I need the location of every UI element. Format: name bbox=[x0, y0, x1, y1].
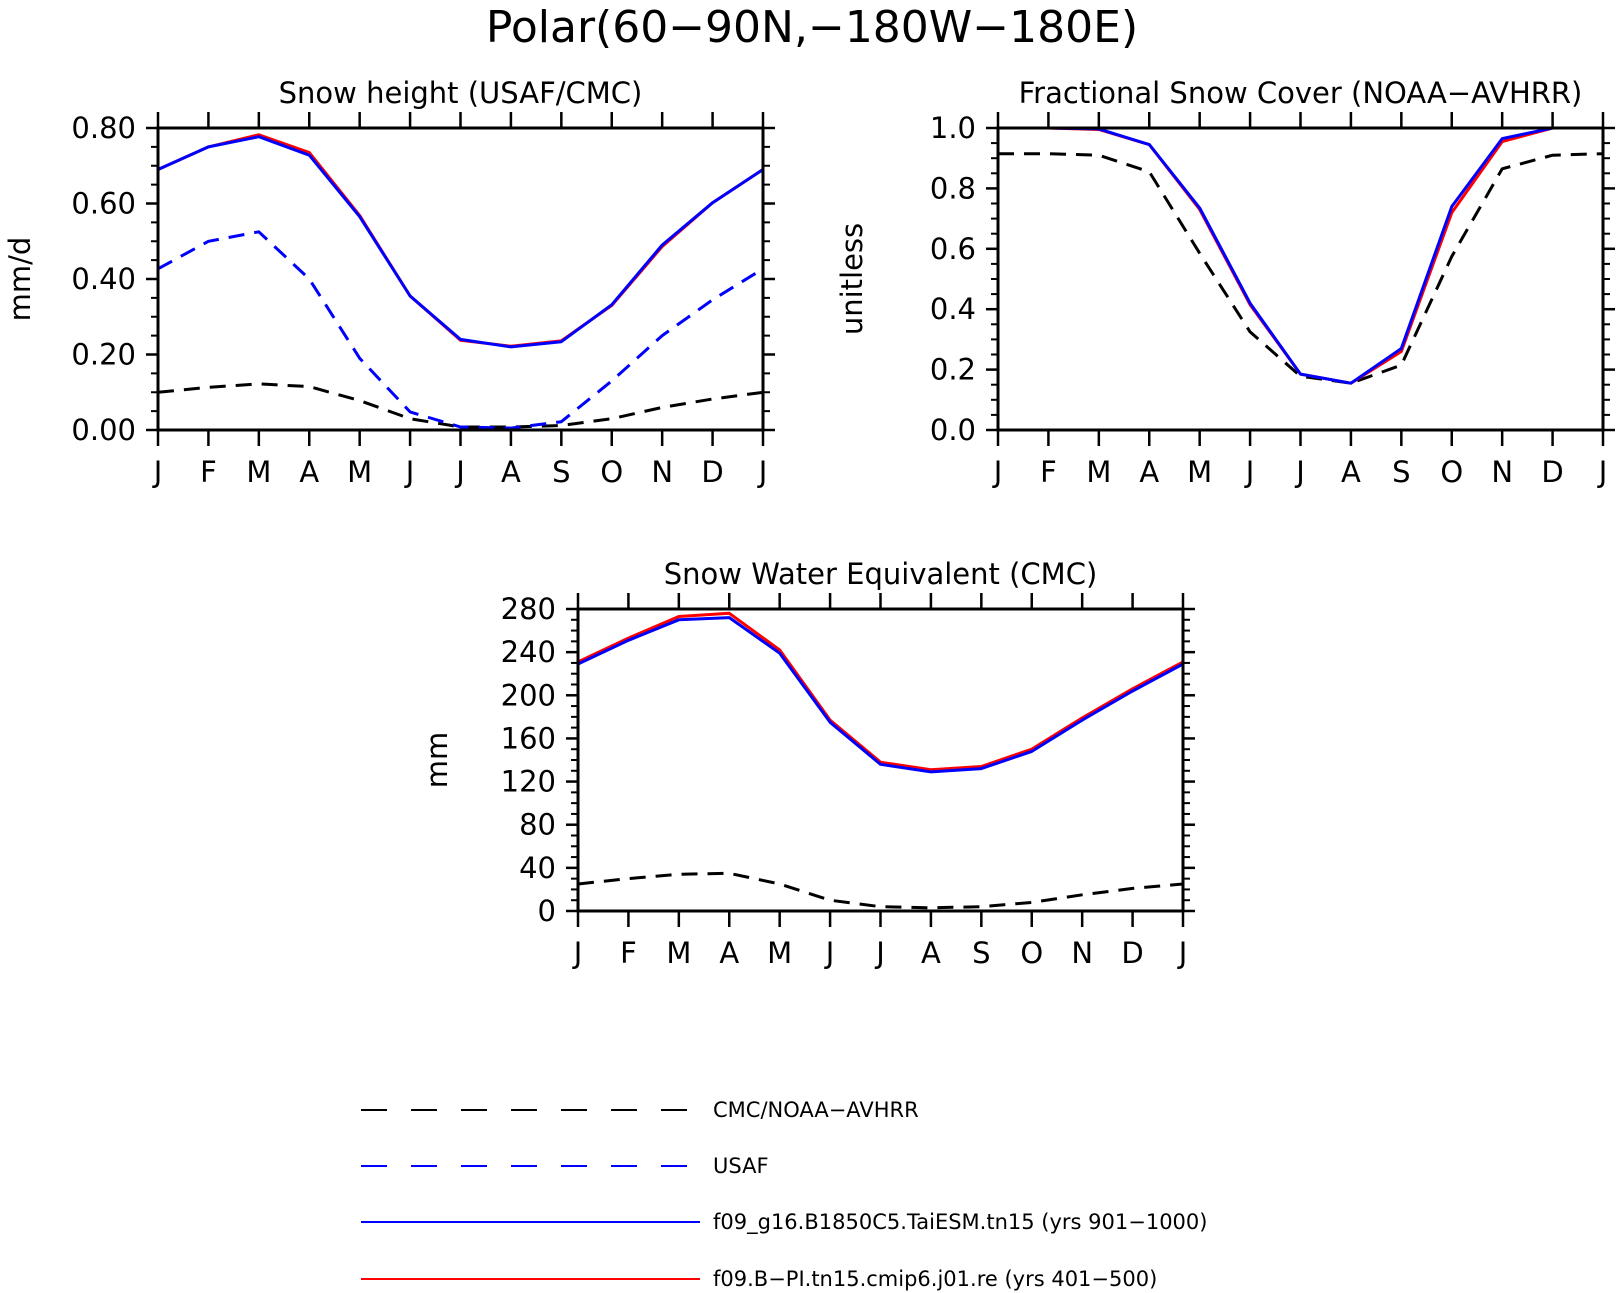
x-tick-label: A bbox=[299, 455, 319, 489]
series-line: f09_g16.B1850C5.TaiESM.tn15 (yrs 901−100… bbox=[158, 135, 763, 349]
y-tick-label: 0.40 bbox=[71, 262, 136, 296]
x-tick-label: J bbox=[152, 455, 163, 489]
y-tick-label: 280 bbox=[501, 592, 556, 626]
panel-title: Snow height (USAF/CMC) bbox=[279, 76, 643, 110]
y-tick-label: 0.4 bbox=[930, 292, 976, 326]
x-tick-label: S bbox=[552, 455, 570, 489]
x-tick-label: F bbox=[200, 455, 217, 489]
x-tick-label: N bbox=[1491, 455, 1513, 489]
legend-item: CMC/NOAA−AVHRR bbox=[361, 1098, 919, 1122]
y-tick-label: 0.0 bbox=[930, 413, 976, 447]
y-tick-label: 0.20 bbox=[71, 338, 136, 372]
x-tick-label: S bbox=[972, 936, 990, 970]
x-tick-label: J bbox=[454, 455, 465, 489]
series-line: f09.B−PI.tn15.cmip6.j01.re (yrs 401−500) bbox=[158, 133, 763, 348]
x-tick-label: A bbox=[1139, 455, 1159, 489]
x-tick-label: J bbox=[404, 455, 415, 489]
x-tick-label: M bbox=[767, 936, 792, 970]
series-line: f09.B−PI.tn15.cmip6.j01.re (yrs 401−500) bbox=[998, 126, 1603, 385]
x-tick-label: A bbox=[921, 936, 941, 970]
x-tick-label: M bbox=[1086, 455, 1111, 489]
series-line: USAF bbox=[158, 230, 763, 430]
x-tick-label: J bbox=[1294, 455, 1305, 489]
panel-title: Fractional Snow Cover (NOAA−AVHRR) bbox=[1019, 76, 1583, 110]
series-line: CMC/NOAA−AVHRR bbox=[998, 152, 1603, 385]
plot-frame bbox=[996, 126, 1605, 432]
y-tick-label: 0.2 bbox=[930, 353, 976, 387]
legend-item: f09_g16.B1850C5.TaiESM.tn15 (yrs 901−100… bbox=[361, 1210, 1207, 1235]
legend-item: USAF bbox=[361, 1154, 769, 1178]
y-tick-label: 1.0 bbox=[930, 111, 976, 145]
x-tick-label: O bbox=[1440, 455, 1463, 489]
y-axis-label: unitless bbox=[835, 223, 869, 335]
x-tick-label: D bbox=[1541, 455, 1563, 489]
x-tick-label: J bbox=[757, 455, 768, 489]
panels: Snow height (USAF/CMC) mm/d CMC/NOAA−AVHRR… bbox=[3, 76, 1615, 970]
series-line: CMC/NOAA−AVHRR bbox=[158, 382, 763, 429]
x-tick-label: D bbox=[701, 455, 723, 489]
series-line: f09_g16.B1850C5.TaiESM.tn15 (yrs 901−100… bbox=[998, 126, 1603, 385]
series-line: CMC/NOAA−AVHRR bbox=[578, 871, 1183, 910]
x-tick-label: F bbox=[620, 936, 637, 970]
x-tick-label: M bbox=[666, 936, 691, 970]
series-line: f09_g16.B1850C5.TaiESM.tn15 (yrs 901−100… bbox=[578, 616, 1183, 774]
legend-label: CMC/NOAA−AVHRR bbox=[713, 1098, 919, 1122]
y-tick-label: 160 bbox=[501, 721, 556, 755]
x-tick-label: N bbox=[1071, 936, 1093, 970]
legend-label: USAF bbox=[713, 1154, 769, 1178]
series-group: CMC/NOAA−AVHRR f09.B−PI.tn15.cmip6.j01.re… bbox=[578, 611, 1183, 910]
x-tick-label: A bbox=[1341, 455, 1361, 489]
y-tick-label: 0.6 bbox=[930, 232, 976, 266]
panel-snow-water-equivalent: Snow Water Equivalent (CMC) mm CMC/NOAA−AV… bbox=[420, 557, 1195, 970]
x-tick-label: F bbox=[1040, 455, 1057, 489]
x-tick-label: J bbox=[1244, 455, 1255, 489]
y-tick-label: 0.00 bbox=[71, 413, 136, 447]
series-line: f09.B−PI.tn15.cmip6.j01.re (yrs 401−500) bbox=[578, 611, 1183, 772]
x-tick-label: D bbox=[1121, 936, 1143, 970]
y-tick-label: 0.80 bbox=[71, 111, 136, 145]
x-tick-label: J bbox=[824, 936, 835, 970]
y-tick-label: 80 bbox=[519, 808, 556, 842]
x-tick-label: M bbox=[1187, 455, 1212, 489]
y-axis-label: mm bbox=[420, 732, 454, 789]
legend-item: f09.B−PI.tn15.cmip6.j01.re (yrs 401−500) bbox=[361, 1267, 1157, 1291]
y-tick-label: 0 bbox=[538, 894, 556, 928]
y-tick-label: 240 bbox=[501, 635, 556, 669]
x-tick-label: M bbox=[246, 455, 271, 489]
plot-frame bbox=[576, 607, 1185, 913]
series-group: CMC/NOAA−AVHRRf09.B−PI.tn15.cmip6.j01.re… bbox=[998, 126, 1603, 385]
series-group: CMC/NOAA−AVHRRUSAFf09.B−PI.tn15.cmip6.j0… bbox=[158, 133, 763, 430]
x-tick-label: A bbox=[719, 936, 739, 970]
y-axis-label: mm/d bbox=[3, 237, 37, 322]
legend-label: f09.B−PI.tn15.cmip6.j01.re (yrs 401−500) bbox=[713, 1267, 1157, 1291]
y-tick-label: 0.8 bbox=[930, 171, 976, 205]
x-tick-label: S bbox=[1392, 455, 1410, 489]
x-tick-label: J bbox=[1597, 455, 1608, 489]
y-tick-label: 0.60 bbox=[71, 187, 136, 221]
y-tick-label: 120 bbox=[501, 765, 556, 799]
panel-title: Snow Water Equivalent (CMC) bbox=[664, 557, 1098, 591]
x-tick-label: O bbox=[600, 455, 623, 489]
panel-snow-height: Snow height (USAF/CMC) mm/d CMC/NOAA−AVHRR… bbox=[3, 76, 775, 489]
x-tick-label: A bbox=[501, 455, 521, 489]
x-tick-label: J bbox=[572, 936, 583, 970]
legend: CMC/NOAA−AVHRR USAF f09_g16.B1850C5.TaiESM… bbox=[361, 1098, 1207, 1291]
panel-snow-cover: Fractional Snow Cover (NOAA−AVHRR) unitle… bbox=[835, 76, 1615, 489]
y-tick-label: 200 bbox=[501, 678, 556, 712]
x-tick-label: J bbox=[1177, 936, 1188, 970]
main-title: Polar(60−90N,−180W−180E) bbox=[486, 2, 1138, 53]
y-tick-label: 40 bbox=[519, 851, 556, 885]
x-tick-label: N bbox=[651, 455, 673, 489]
legend-label: f09_g16.B1850C5.TaiESM.tn15 (yrs 901−100… bbox=[713, 1210, 1207, 1235]
x-tick-label: M bbox=[347, 455, 372, 489]
x-tick-label: J bbox=[874, 936, 885, 970]
x-tick-label: O bbox=[1020, 936, 1043, 970]
x-tick-label: J bbox=[992, 455, 1003, 489]
